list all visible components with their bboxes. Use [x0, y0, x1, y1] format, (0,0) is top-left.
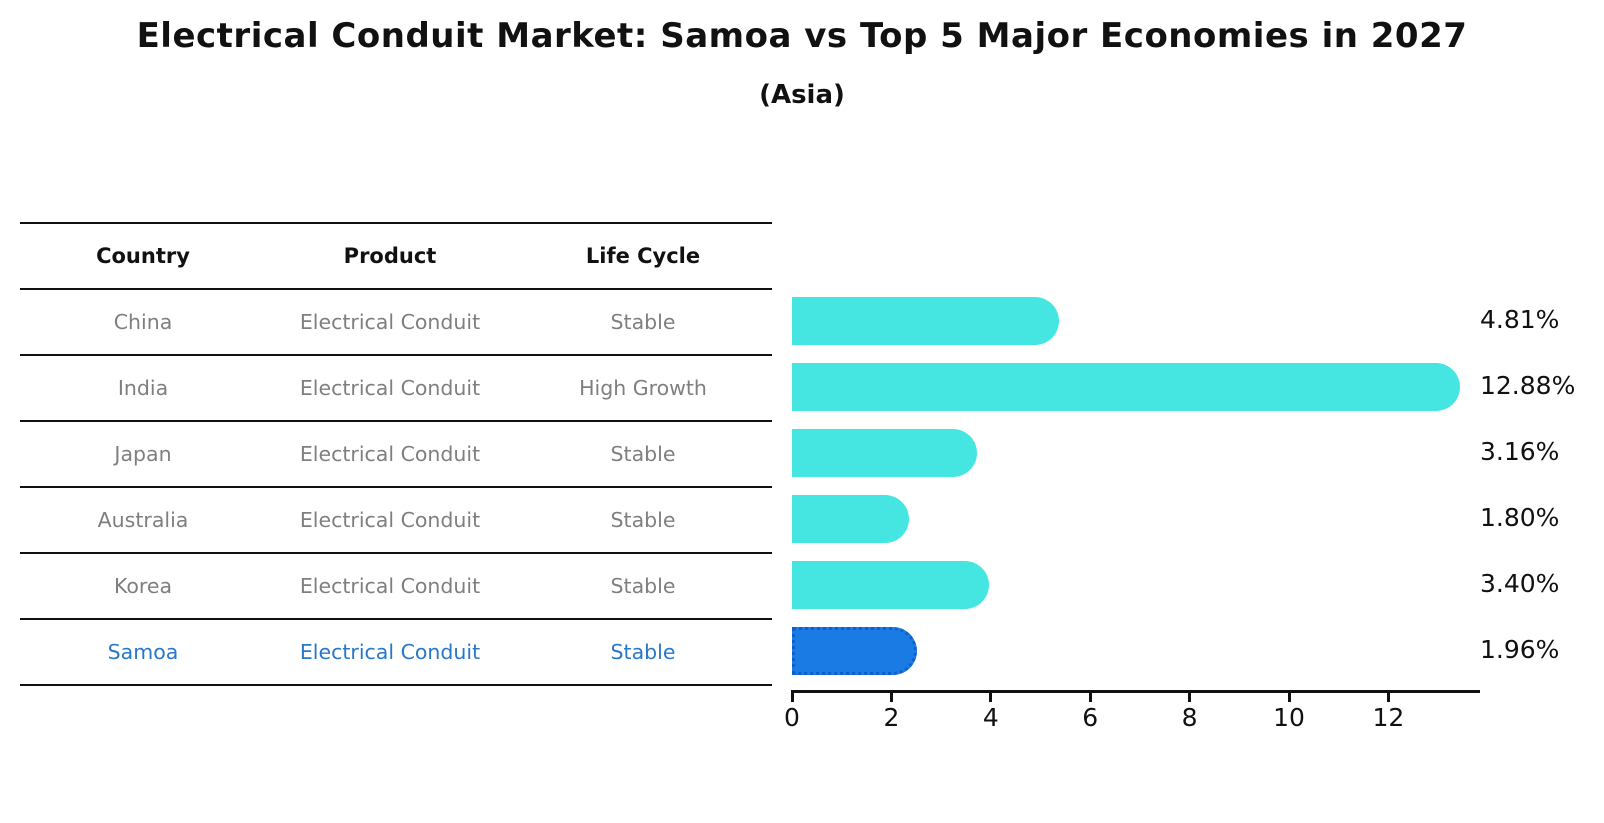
column-header-country: Country	[96, 244, 190, 268]
cell-life-cycle: Stable	[610, 640, 676, 664]
table-row-india: India Electrical Conduit High Growth	[20, 354, 772, 420]
column-header-life-cycle: Life Cycle	[585, 244, 701, 268]
table-row-korea: Korea Electrical Conduit Stable	[20, 552, 772, 618]
table-bottom-line	[20, 684, 772, 686]
x-axis-tick-label: 10	[1273, 703, 1305, 732]
x-axis-tick-label: 6	[1082, 703, 1099, 732]
cell-life-cycle: Stable	[610, 310, 676, 334]
table-row-japan: Japan Electrical Conduit Stable	[20, 420, 772, 486]
x-axis-tick-label: 0	[784, 703, 800, 732]
bar-samoa	[792, 626, 918, 675]
table-row-australia: Australia Electrical Conduit Stable	[20, 486, 772, 552]
cell-product: Electrical Conduit	[299, 310, 481, 334]
x-axis-tick	[1287, 690, 1291, 702]
cell-life-cycle: Stable	[610, 508, 676, 532]
table-header-row: Country Product Life Cycle	[20, 222, 772, 288]
table-row-china: China Electrical Conduit Stable	[20, 288, 772, 354]
cell-product: Electrical Conduit	[299, 442, 481, 466]
cell-country: Samoa	[107, 640, 179, 664]
bar-australia	[792, 494, 910, 543]
x-axis-tick-label: 12	[1372, 703, 1405, 732]
chart-subtitle: (Asia)	[759, 80, 845, 110]
x-axis-tick	[1386, 690, 1390, 702]
value-label-china: 4.81%	[1480, 304, 1560, 334]
cell-life-cycle: Stable	[610, 574, 676, 598]
cell-country: Australia	[97, 508, 189, 532]
value-label-japan: 3.16%	[1480, 436, 1560, 466]
cell-product: Electrical Conduit	[299, 376, 481, 400]
cell-product: Electrical Conduit	[299, 508, 481, 532]
x-axis-tick-label: 8	[1181, 703, 1198, 732]
country-table: Country Product Life Cycle China Electri…	[20, 222, 772, 686]
x-axis-tick-label: 4	[982, 703, 999, 732]
cell-country: Japan	[114, 442, 172, 466]
x-axis-tick	[790, 690, 794, 702]
value-label-korea: 3.40%	[1480, 568, 1560, 598]
x-axis-tick	[989, 690, 993, 702]
value-label-australia: 1.80%	[1480, 502, 1560, 532]
cell-country: China	[113, 310, 173, 334]
bar-korea	[792, 560, 989, 609]
cell-life-cycle: High Growth	[579, 376, 707, 400]
bar-india	[792, 362, 1461, 411]
x-axis-tick-label: 2	[883, 703, 900, 732]
column-header-product: Product	[343, 244, 437, 268]
x-axis-tick	[1088, 690, 1092, 702]
value-label-india: 12.88%	[1480, 370, 1576, 400]
x-axis-tick	[889, 690, 893, 702]
cell-country: India	[117, 376, 169, 400]
bar-japan	[792, 428, 978, 477]
cell-product: Electrical Conduit	[299, 574, 481, 598]
value-label-samoa: 1.96%	[1480, 634, 1560, 664]
table-row-samoa: Samoa Electrical Conduit Stable	[20, 618, 772, 684]
x-axis-tick	[1188, 690, 1192, 702]
cell-product: Electrical Conduit	[299, 640, 481, 664]
cell-life-cycle: Stable	[610, 442, 676, 466]
bar-china	[792, 296, 1060, 345]
cell-country: Korea	[113, 574, 173, 598]
chart-title: Electrical Conduit Market: Samoa vs Top …	[136, 16, 1468, 56]
x-axis-line	[792, 690, 1480, 693]
